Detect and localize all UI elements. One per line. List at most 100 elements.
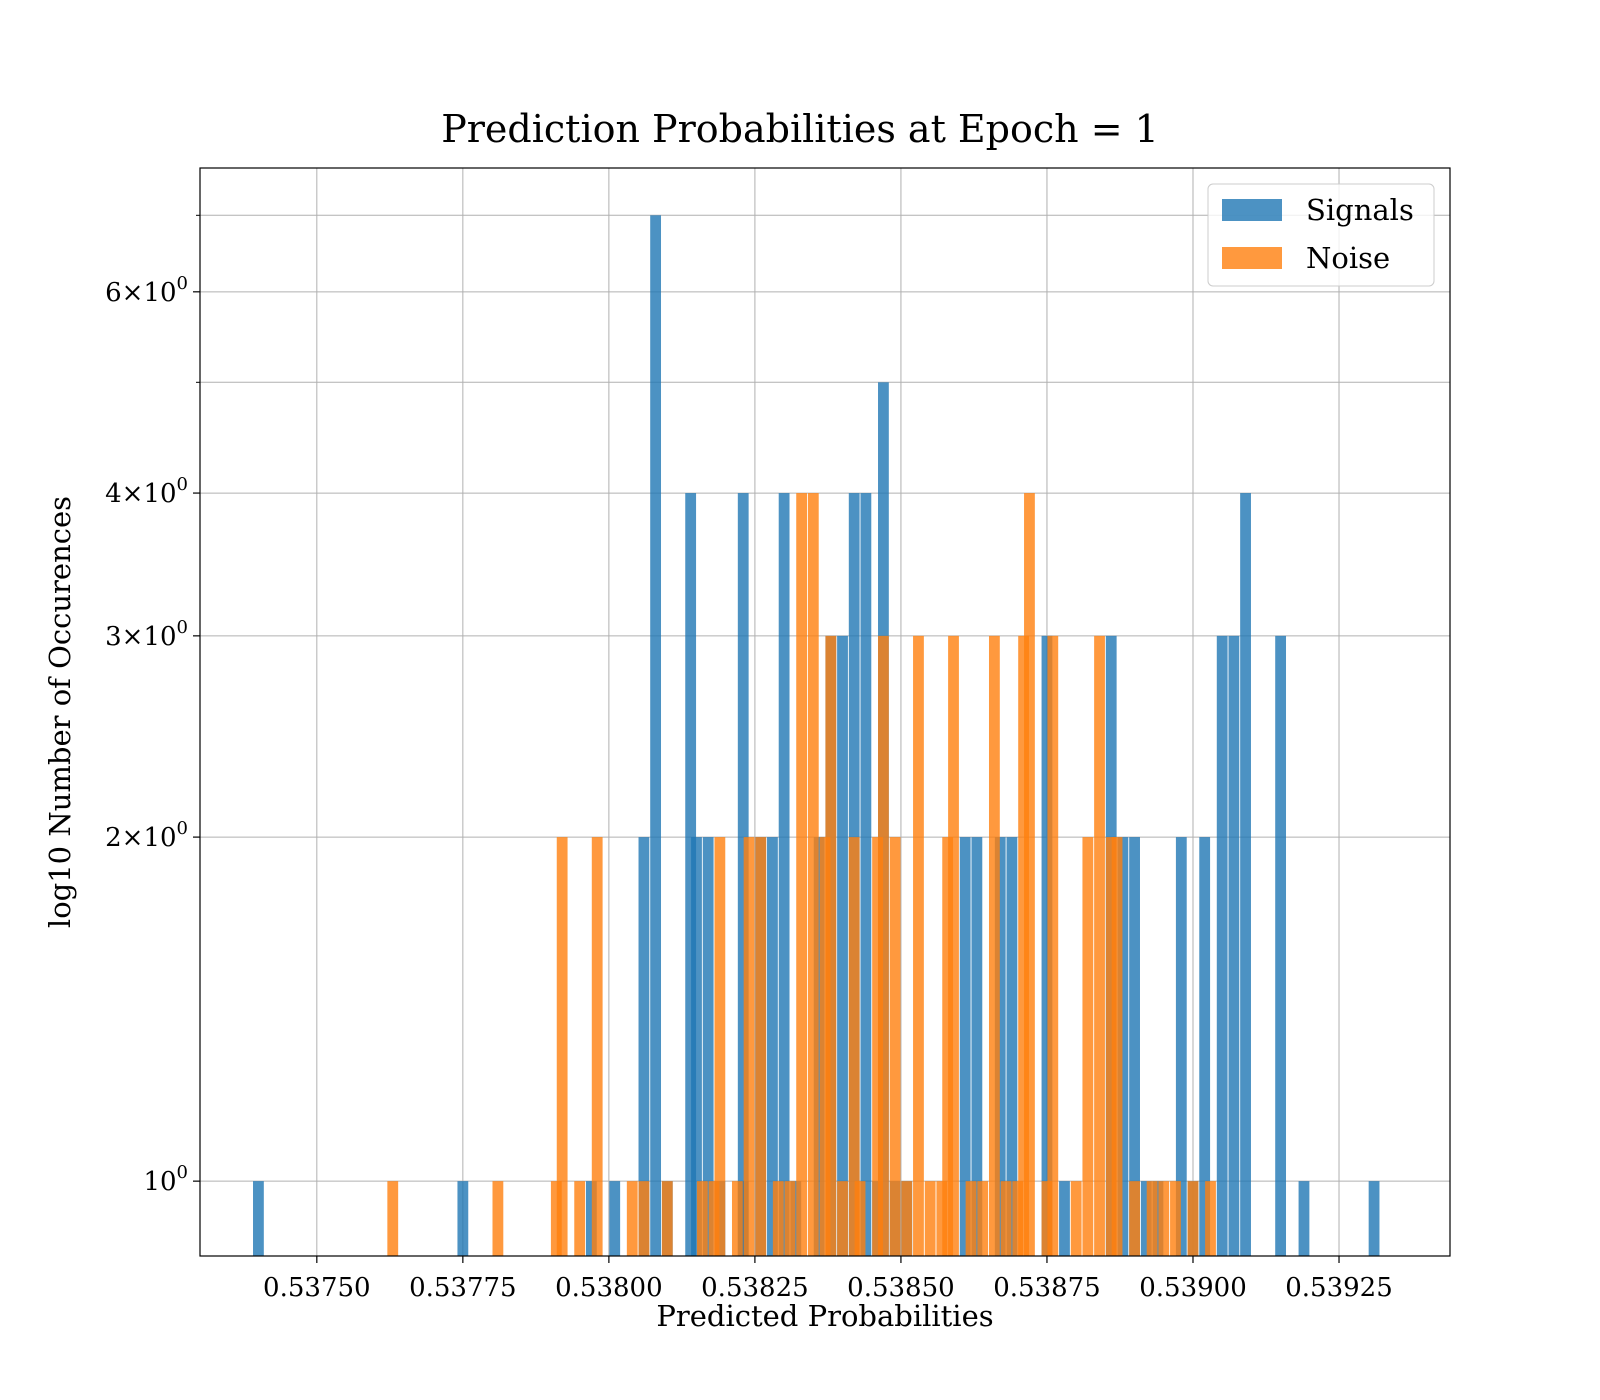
noise-bar xyxy=(948,635,959,1256)
noise-bar xyxy=(556,837,568,1256)
signals-bar xyxy=(1199,837,1211,1256)
signals-bar xyxy=(860,493,872,1256)
x-axis-label: Predicted Probabilities xyxy=(656,1299,993,1333)
signals-bar xyxy=(1368,1181,1380,1256)
x-tick-label: 0.53850 xyxy=(847,1273,955,1303)
x-axis-ticks: 0.53750 0.53775 0.53800 0.53825 0.53850 0.538… xyxy=(263,1256,1393,1303)
noise-bar xyxy=(965,1181,977,1256)
noise-bar xyxy=(889,837,901,1256)
noise-bar xyxy=(924,1181,936,1256)
noise-bar xyxy=(550,1181,562,1256)
series-noise xyxy=(387,493,1216,1256)
noise-bar xyxy=(1082,837,1094,1256)
noise-bar xyxy=(1024,493,1035,1256)
noise-bar xyxy=(387,1181,399,1256)
plot-frame xyxy=(199,167,1451,1257)
noise-bar xyxy=(837,1181,848,1256)
signals-bar xyxy=(1175,837,1187,1256)
y-tick-label: 2×100 xyxy=(105,818,188,853)
y-tick-label: 6×100 xyxy=(105,273,188,308)
noise-bar xyxy=(988,635,1000,1256)
noise-bar xyxy=(825,635,837,1256)
signals-bar xyxy=(837,635,848,1256)
noise-bar xyxy=(492,1181,504,1256)
noise-bar xyxy=(743,837,755,1256)
x-tick-label: 0.53825 xyxy=(701,1273,809,1303)
noise-bar xyxy=(913,635,924,1256)
noise-bar xyxy=(942,837,954,1256)
noise-bar xyxy=(708,1181,720,1256)
signals-bar xyxy=(971,837,983,1256)
noise-bar xyxy=(807,493,819,1256)
signals-bar xyxy=(585,1181,597,1256)
signals-bar xyxy=(1275,635,1287,1256)
legend-swatch-signals xyxy=(1222,199,1282,221)
noise-bar xyxy=(1129,1181,1140,1256)
y-tick-label: 4×100 xyxy=(105,474,188,509)
signals-bar xyxy=(1298,1181,1310,1256)
signals-bar xyxy=(1240,493,1251,1256)
y-tick-label: 100 xyxy=(143,1162,188,1197)
signals-bar xyxy=(1228,635,1240,1256)
signals-bar xyxy=(609,1181,621,1256)
noise-bar xyxy=(1205,1181,1216,1256)
legend-swatch-noise xyxy=(1222,247,1282,269)
noise-bar xyxy=(755,837,767,1256)
bars xyxy=(253,215,1380,1256)
signals-bar xyxy=(650,215,662,1256)
noise-bar xyxy=(878,635,889,1256)
signals-bar xyxy=(1006,837,1018,1256)
signals-bar xyxy=(959,837,971,1256)
signals-bar xyxy=(702,837,714,1256)
y-tick-label: 3×100 xyxy=(105,617,188,652)
noise-bar xyxy=(696,1181,708,1256)
noise-bar xyxy=(714,837,726,1256)
signals-bar xyxy=(1140,1181,1152,1256)
y-axis-ticks: 100 2×100 3×100 4×100 6×100 xyxy=(105,214,200,1197)
noise-bar xyxy=(1111,837,1123,1256)
noise-bar xyxy=(901,1181,913,1256)
noise-bar xyxy=(1146,1181,1158,1256)
signals-bar xyxy=(691,837,702,1256)
noise-bar xyxy=(661,1181,673,1256)
noise-bar xyxy=(1094,635,1105,1256)
signals-bar xyxy=(1129,837,1140,1256)
noise-bar xyxy=(574,1181,586,1256)
x-tick-label: 0.53925 xyxy=(1285,1273,1393,1303)
x-tick-label: 0.53900 xyxy=(1139,1273,1247,1303)
signals-bar xyxy=(813,837,825,1256)
x-tick-label: 0.53775 xyxy=(409,1273,517,1303)
noise-bar xyxy=(1070,1181,1082,1256)
signals-bar xyxy=(638,837,650,1256)
x-tick-label: 0.53875 xyxy=(993,1273,1101,1303)
signals-bar xyxy=(1216,635,1228,1256)
noise-bar xyxy=(819,837,831,1256)
noise-bar xyxy=(1047,635,1059,1256)
noise-bar xyxy=(772,1181,784,1256)
signals-bar xyxy=(685,493,697,1256)
x-tick-label: 0.53800 xyxy=(555,1273,663,1303)
signals-bar xyxy=(790,1181,802,1256)
noise-bar xyxy=(977,1181,989,1256)
legend-label-signals: Signals xyxy=(1306,193,1414,227)
noise-bar xyxy=(1012,1181,1024,1256)
noise-bar xyxy=(1187,1181,1199,1256)
noise-bar xyxy=(872,837,883,1256)
noise-bar xyxy=(1041,1181,1053,1256)
signals-bar xyxy=(778,493,790,1256)
noise-bar xyxy=(638,1181,650,1256)
noise-bar xyxy=(936,1181,948,1256)
noise-bar xyxy=(854,1181,866,1256)
noise-bar xyxy=(1170,1181,1181,1256)
noise-bar xyxy=(1018,635,1030,1256)
signals-bar xyxy=(767,837,778,1256)
noise-bar xyxy=(1105,837,1117,1256)
noise-bar xyxy=(848,837,860,1256)
signals-bar xyxy=(1152,1181,1164,1256)
signals-bar xyxy=(457,1181,469,1256)
x-tick-label: 0.53750 xyxy=(263,1273,371,1303)
legend: Signals Noise xyxy=(1207,183,1435,287)
signals-bar xyxy=(253,1181,264,1256)
chart-title: Prediction Probabilities at Epoch = 1 xyxy=(441,107,1159,151)
